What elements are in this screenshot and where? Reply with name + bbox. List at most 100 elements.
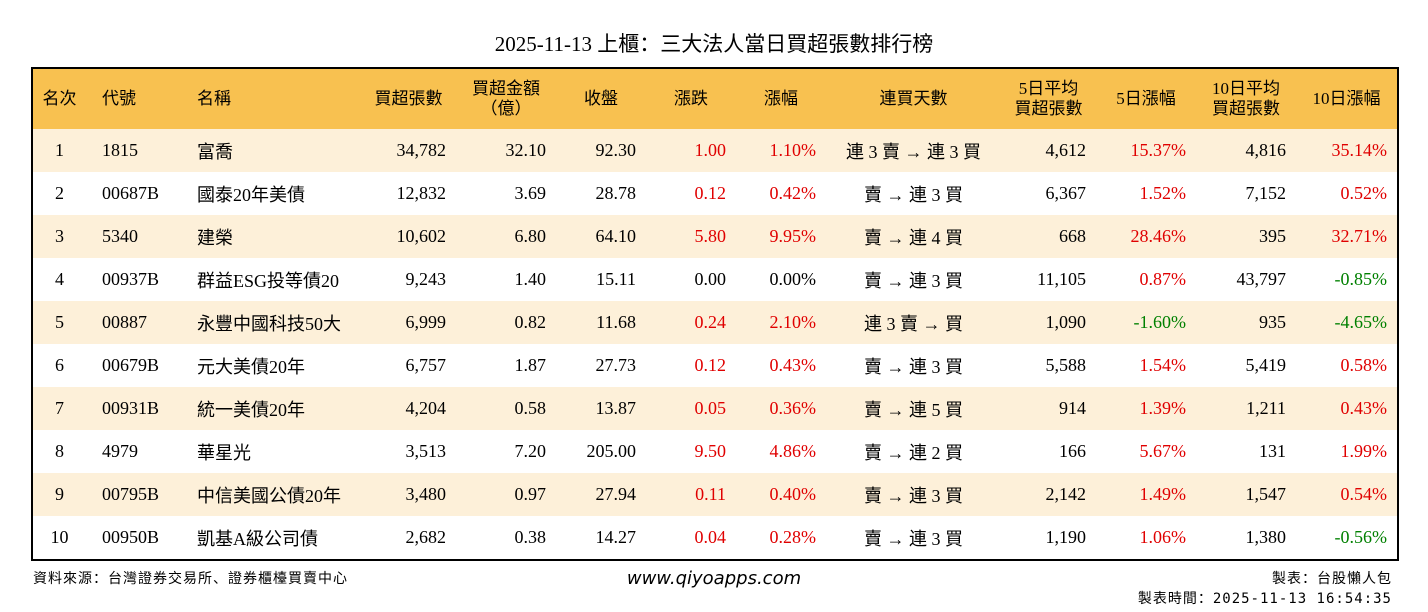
table-cell: 0.12 xyxy=(646,344,736,387)
table-cell: 27.94 xyxy=(556,473,646,516)
table-cell: 0.58 xyxy=(456,387,556,430)
table-cell: 1.52% xyxy=(1096,172,1196,215)
table-cell: 1,380 xyxy=(1196,516,1296,560)
table-row: 2 00687B 國泰20年美債 12,832 3.69 28.78 0.12 0.42% 賣 … xyxy=(32,172,1398,215)
table-cell: 9.50 xyxy=(646,430,736,473)
column-header: 5日平均 買超張數 xyxy=(1001,68,1096,129)
table-row: 6 00679B 元大美債20年 6,757 1.87 27.73 0.12 0.43% 賣 →… xyxy=(32,344,1398,387)
table-cell: 00679B xyxy=(86,344,181,387)
table-row: 9 00795B 中信美國公債20年 3,480 0.97 27.94 0.11 0.40% 賣… xyxy=(32,473,1398,516)
table-cell: 935 xyxy=(1196,301,1296,344)
table-cell: 14.27 xyxy=(556,516,646,560)
table-cell: 1.87 xyxy=(456,344,556,387)
table-row: 8 4979 華星光 3,513 7.20 205.00 9.50 4.86% 賣 → 連 2 … xyxy=(32,430,1398,473)
table-cell: 15.11 xyxy=(556,258,646,301)
table-cell: -1.60% xyxy=(1096,301,1196,344)
table-cell: 2 xyxy=(32,172,86,215)
table-cell: 668 xyxy=(1001,215,1096,258)
table-cell: 1 xyxy=(32,129,86,172)
column-header: 代號 xyxy=(86,68,181,129)
table-cell: 群益ESG投等債20 xyxy=(181,258,361,301)
table-cell: 賣 → 連 3 買 xyxy=(826,473,1001,516)
table-cell: 1.99% xyxy=(1296,430,1398,473)
table-cell: 0.00% xyxy=(736,258,826,301)
table-cell: 92.30 xyxy=(556,129,646,172)
table-cell: 0.87% xyxy=(1096,258,1196,301)
table-cell: 0.04 xyxy=(646,516,736,560)
table-cell: 元大美債20年 xyxy=(181,344,361,387)
column-header: 買超張數 xyxy=(361,68,456,129)
table-cell: 富喬 xyxy=(181,129,361,172)
table-cell: 永豐中國科技50大 xyxy=(181,301,361,344)
table-cell: 1,090 xyxy=(1001,301,1096,344)
table-cell: 166 xyxy=(1001,430,1096,473)
table-cell: 0.00 xyxy=(646,258,736,301)
table-cell: 3,513 xyxy=(361,430,456,473)
table-cell: 0.12 xyxy=(646,172,736,215)
table-cell: 1.39% xyxy=(1096,387,1196,430)
table-cell: 00687B xyxy=(86,172,181,215)
table-cell: 00887 xyxy=(86,301,181,344)
table-cell: 1.54% xyxy=(1096,344,1196,387)
table-cell: 1815 xyxy=(86,129,181,172)
table-row: 1 1815 富喬 34,782 32.10 92.30 1.00 1.10% 連 3 賣 → … xyxy=(32,129,1398,172)
table-cell: 5.80 xyxy=(646,215,736,258)
table-cell: 12,832 xyxy=(361,172,456,215)
header-row: 名次 代號 名稱 買超張數 買超金額 （億） 收盤 漲跌 漲幅 連買天數 5日平均 買超張數 5日漲… xyxy=(32,68,1398,129)
table-cell: 0.24 xyxy=(646,301,736,344)
table-cell: 10,602 xyxy=(361,215,456,258)
column-header: 買超金額 （億） xyxy=(456,68,556,129)
table-cell: 0.43% xyxy=(736,344,826,387)
column-header: 漲跌 xyxy=(646,68,736,129)
table-cell: 0.11 xyxy=(646,473,736,516)
table-cell: 00931B xyxy=(86,387,181,430)
table-cell: 凱基A級公司債 xyxy=(181,516,361,560)
table-cell: 4,204 xyxy=(361,387,456,430)
table-cell: 1.00 xyxy=(646,129,736,172)
table-cell: 0.05 xyxy=(646,387,736,430)
table-cell: 1,547 xyxy=(1196,473,1296,516)
table-cell: 5 xyxy=(32,301,86,344)
table-cell: 4,816 xyxy=(1196,129,1296,172)
table-cell: 2,142 xyxy=(1001,473,1096,516)
table-row: 4 00937B 群益ESG投等債20 9,243 1.40 15.11 0.00 0.00%… xyxy=(32,258,1398,301)
table-cell: 395 xyxy=(1196,215,1296,258)
table-cell: 2.10% xyxy=(736,301,826,344)
timestamp: 製表時間：2025-11-13 16:54:35 xyxy=(1137,591,1392,607)
table-cell: 建榮 xyxy=(181,215,361,258)
table-cell: 華星光 xyxy=(181,430,361,473)
table-cell: 統一美債20年 xyxy=(181,387,361,430)
table-cell: 賣 → 連 3 買 xyxy=(826,344,1001,387)
table-row: 5 00887 永豐中國科技50大 6,999 0.82 11.68 0.24 2.10% 連 … xyxy=(32,301,1398,344)
table-cell: 43,797 xyxy=(1196,258,1296,301)
table-cell: 0.82 xyxy=(456,301,556,344)
table-cell: 5.67% xyxy=(1096,430,1196,473)
table-cell: 6 xyxy=(32,344,86,387)
table-cell: 13.87 xyxy=(556,387,646,430)
table-cell: 連 3 賣 → 買 xyxy=(826,301,1001,344)
table-cell: 4,612 xyxy=(1001,129,1096,172)
table-cell: 0.58% xyxy=(1296,344,1398,387)
table-cell: 914 xyxy=(1001,387,1096,430)
table-cell: 中信美國公債20年 xyxy=(181,473,361,516)
title: 2025-11-13 上櫃：三大法人當日買超張數排行榜 xyxy=(494,32,934,56)
table-cell: 8 xyxy=(32,430,86,473)
column-header: 連買天數 xyxy=(826,68,1001,129)
table-cell: 0.28% xyxy=(736,516,826,560)
table-cell: 131 xyxy=(1196,430,1296,473)
table-cell: 5340 xyxy=(86,215,181,258)
table-cell: 0.36% xyxy=(736,387,826,430)
table-cell: 28.46% xyxy=(1096,215,1196,258)
table-cell: -4.65% xyxy=(1296,301,1398,344)
table-cell: 7,152 xyxy=(1196,172,1296,215)
table-cell: 0.43% xyxy=(1296,387,1398,430)
table-cell: 6,367 xyxy=(1001,172,1096,215)
table-cell: 32.10 xyxy=(456,129,556,172)
table-cell: 205.00 xyxy=(556,430,646,473)
table-cell: 賣 → 連 3 買 xyxy=(826,258,1001,301)
column-header: 10日漲幅 xyxy=(1296,68,1398,129)
table-cell: 賣 → 連 2 買 xyxy=(826,430,1001,473)
table-cell: 1.40 xyxy=(456,258,556,301)
table-cell: 7 xyxy=(32,387,86,430)
